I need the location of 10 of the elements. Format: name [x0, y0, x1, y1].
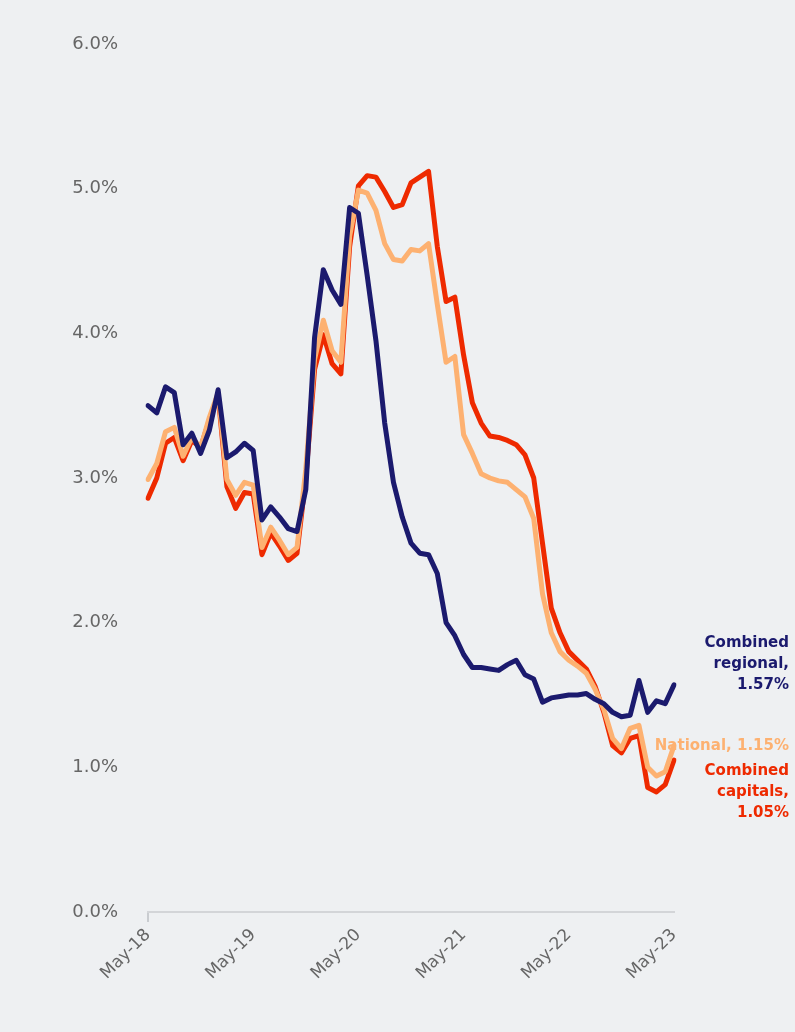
annotation: Combined capitals, 1.05% — [704, 760, 789, 821]
y-tick-label: 6.0% — [72, 31, 118, 53]
y-tick-label: 5.0% — [72, 176, 118, 198]
y-tick-label: 1.0% — [72, 755, 118, 777]
y-tick-label: 0.0% — [72, 899, 118, 921]
y-tick-label: 3.0% — [72, 465, 118, 487]
annotation: Combined regional, 1.57% — [704, 632, 789, 693]
y-tick-label: 4.0% — [72, 321, 118, 343]
y-tick-label: 2.0% — [72, 610, 118, 632]
annotation: National, 1.15% — [654, 735, 789, 754]
